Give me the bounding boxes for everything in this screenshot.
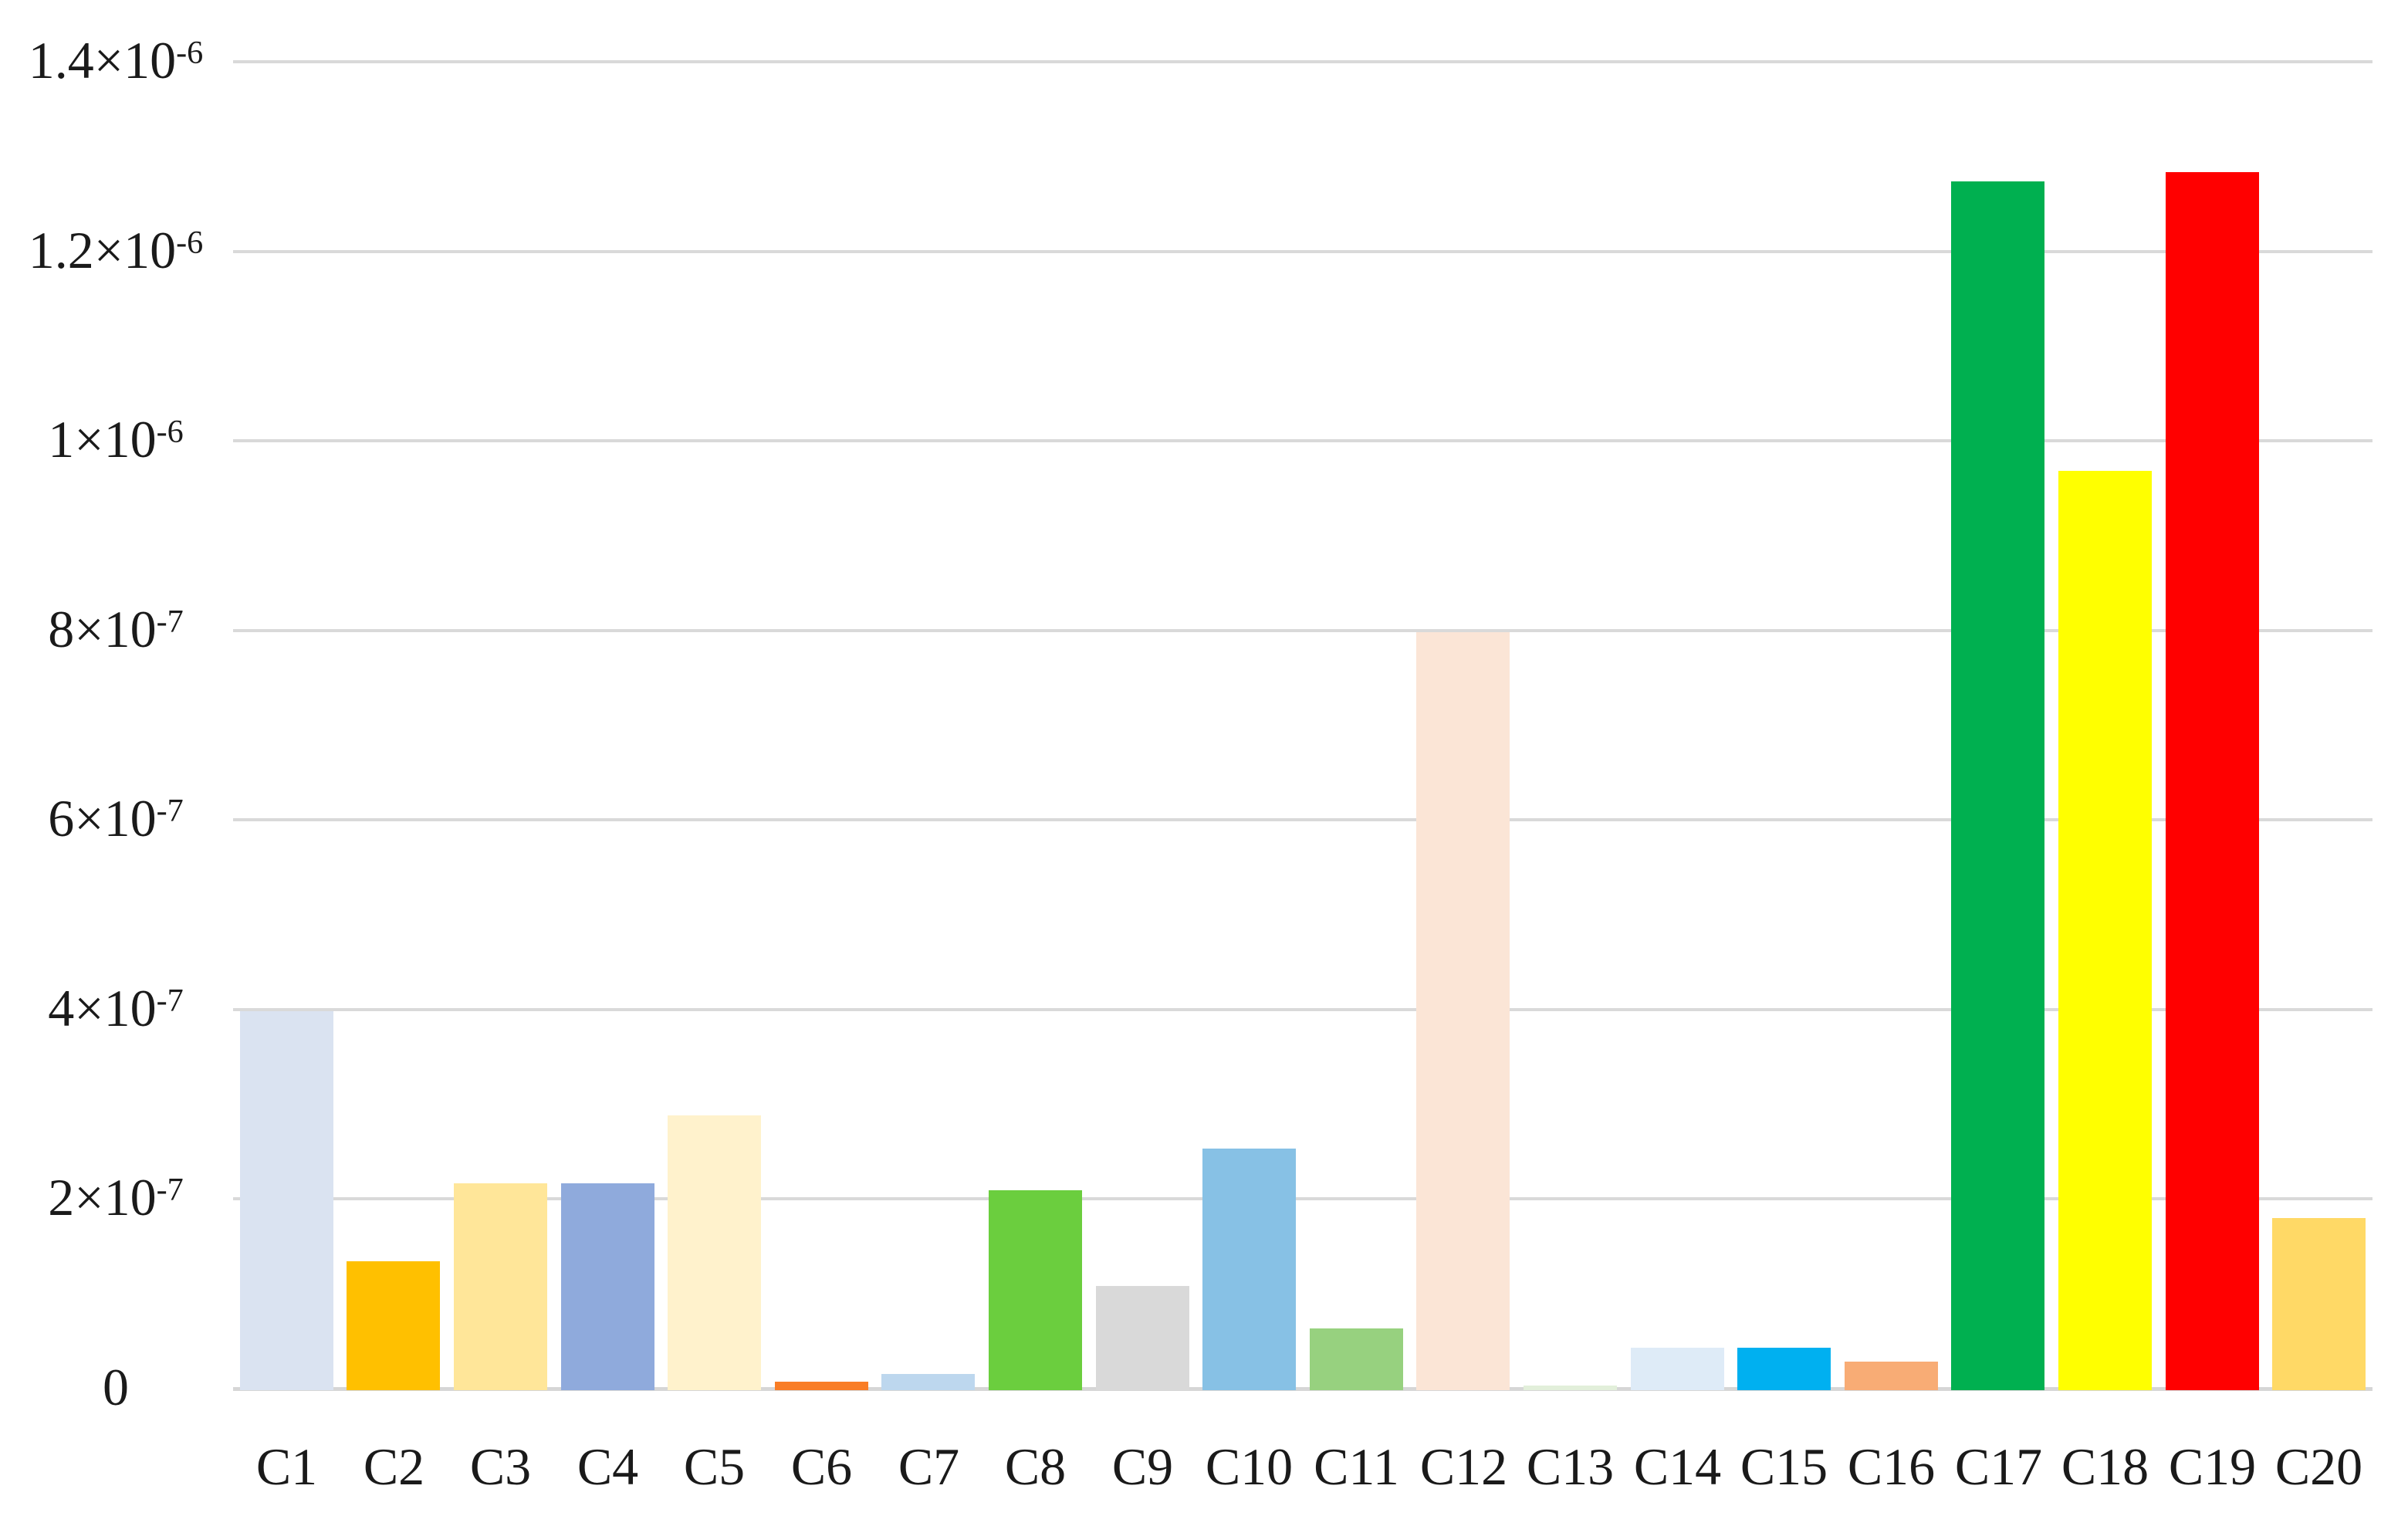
bar-C3 (454, 1183, 547, 1390)
bar-C8 (989, 1190, 1082, 1390)
gridline (233, 818, 2372, 822)
y-tick-label: 1.4×10-6 (28, 31, 204, 90)
bar-C17 (1951, 181, 2044, 1390)
gridline (233, 1007, 2372, 1011)
gridline (233, 1197, 2372, 1201)
x-tick-label-C3: C3 (469, 1437, 532, 1496)
x-tick-label-C17: C17 (1954, 1437, 2043, 1496)
x-tick-label-C8: C8 (1004, 1437, 1067, 1496)
x-axis-baseline (233, 1386, 2372, 1391)
x-tick-label-C14: C14 (1633, 1437, 1722, 1496)
y-tick-label: 8×10-7 (48, 600, 184, 658)
x-tick-label-C13: C13 (1526, 1437, 1615, 1496)
bar-C13 (1524, 1386, 1617, 1390)
x-tick-label-C6: C6 (790, 1437, 853, 1496)
x-tick-label-C19: C19 (2168, 1437, 2257, 1496)
bar-C10 (1202, 1149, 1296, 1390)
bar-C5 (668, 1115, 761, 1390)
bar-C16 (1845, 1362, 1938, 1390)
y-tick-label: 1×10-6 (48, 410, 184, 469)
gridline (233, 249, 2372, 253)
bar-C20 (2272, 1218, 2366, 1390)
bar-C18 (2058, 471, 2152, 1390)
x-tick-label-C2: C2 (363, 1437, 425, 1496)
x-tick-label-C5: C5 (683, 1437, 746, 1496)
x-tick-label-C4: C4 (577, 1437, 639, 1496)
gridline (233, 628, 2372, 632)
bar-C19 (2166, 172, 2259, 1390)
x-tick-label-C12: C12 (1419, 1437, 1508, 1496)
y-tick-label: 4×10-7 (48, 979, 184, 1037)
x-tick-label-C10: C10 (1205, 1437, 1294, 1496)
x-tick-label-C18: C18 (2061, 1437, 2149, 1496)
y-tick-label: 1.2×10-6 (28, 221, 204, 279)
x-tick-label-C9: C9 (1111, 1437, 1174, 1496)
x-tick-label-C1: C1 (255, 1437, 318, 1496)
bar-C7 (881, 1374, 975, 1390)
x-tick-label-C16: C16 (1847, 1437, 1936, 1496)
bar-C15 (1737, 1348, 1831, 1390)
bar-C14 (1631, 1348, 1724, 1390)
bar-C11 (1310, 1328, 1403, 1390)
y-tick-label: 0 (103, 1358, 129, 1416)
x-tick-label-C15: C15 (1740, 1437, 1828, 1496)
bar-C1 (240, 1011, 333, 1390)
bar-C6 (775, 1382, 868, 1390)
gridline (233, 60, 2372, 63)
y-tick-label: 6×10-7 (48, 789, 184, 848)
bar-C4 (561, 1183, 654, 1390)
gridline (233, 439, 2372, 443)
x-tick-label-C11: C11 (1314, 1437, 1399, 1496)
x-tick-label-C7: C7 (898, 1437, 960, 1496)
x-tick-label-C20: C20 (2274, 1437, 2363, 1496)
bar-C9 (1096, 1286, 1189, 1390)
bar-C2 (347, 1261, 440, 1390)
y-tick-label: 2×10-7 (48, 1168, 184, 1227)
bar-C12 (1416, 632, 1510, 1390)
